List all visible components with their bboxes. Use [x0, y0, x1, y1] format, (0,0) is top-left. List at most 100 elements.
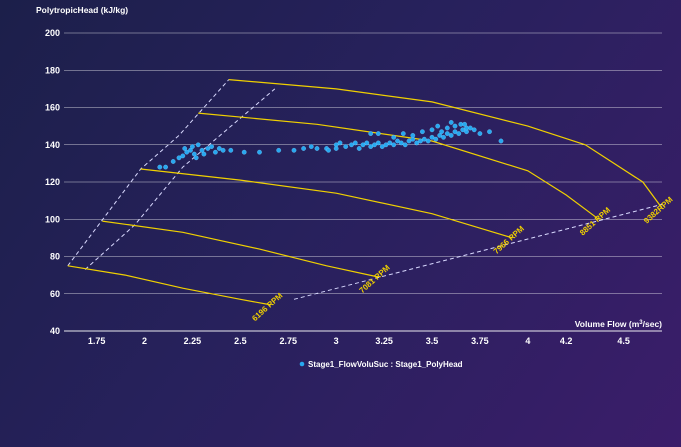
data-point	[406, 138, 412, 144]
data-point	[343, 144, 349, 149]
legend: Stage1_FlowVoluSuc : Stage1_PolyHead	[299, 360, 463, 369]
x-tick-label: 3.5	[426, 336, 439, 346]
data-point	[184, 149, 190, 155]
y-tick-label: 200	[45, 28, 60, 38]
data-point	[368, 131, 374, 136]
y-tick-label: 40	[50, 326, 60, 336]
data-point	[391, 142, 397, 148]
y-tick-label: 60	[50, 289, 60, 299]
data-point	[375, 131, 381, 136]
x-tick-label: 3.75	[471, 336, 489, 346]
speed-line	[198, 112, 600, 220]
data-point	[349, 142, 354, 148]
data-point	[191, 151, 197, 157]
data-point	[425, 138, 431, 144]
data-point	[429, 127, 435, 133]
y-axis-title: PolytropicHead (kJ/kg)	[36, 5, 128, 15]
data-point	[464, 125, 469, 131]
data-point	[448, 133, 454, 138]
legend-label: Stage1_FlowVoluSuc : Stage1_PolyHead	[308, 360, 463, 369]
data-point	[291, 147, 297, 153]
data-point	[441, 134, 446, 140]
data-point	[364, 140, 370, 146]
surge-line	[84, 88, 276, 270]
data-point	[301, 146, 306, 151]
x-tick-label: 1.75	[88, 336, 106, 346]
data-point	[216, 146, 222, 151]
data-point	[314, 146, 320, 151]
data-points	[157, 120, 504, 170]
x-tick-label: 3	[334, 336, 339, 346]
data-point	[452, 123, 458, 129]
data-point	[402, 142, 408, 148]
data-point	[241, 149, 247, 155]
data-point	[448, 120, 454, 125]
data-point	[209, 144, 214, 149]
y-tick-label: 140	[45, 140, 60, 150]
data-point	[433, 136, 439, 142]
x-tick-label: 4.5	[617, 336, 630, 346]
data-point	[190, 144, 195, 149]
data-point	[163, 164, 168, 170]
data-point	[444, 125, 450, 131]
data-point	[368, 144, 374, 149]
data-point	[400, 131, 406, 136]
y-tick-label: 160	[45, 103, 60, 113]
data-point	[387, 140, 393, 146]
y-tick-labels: 40 60 80 100 120 140 160 180 200	[45, 28, 60, 336]
x-axis-title: Volume Flow (m3/sec)	[575, 319, 662, 329]
data-point	[375, 140, 381, 146]
data-point	[199, 147, 205, 153]
data-point	[176, 155, 182, 161]
data-point	[456, 131, 462, 136]
data-point	[418, 138, 423, 144]
x-tick-label: 4	[525, 336, 530, 346]
data-point	[157, 164, 163, 170]
data-point	[205, 146, 211, 151]
y-tick-label: 100	[45, 214, 60, 224]
data-point	[193, 155, 199, 161]
data-point	[188, 147, 193, 153]
data-point	[395, 138, 400, 144]
speed-line-label: 9382RPM	[642, 195, 675, 226]
data-point	[462, 121, 467, 127]
data-point	[308, 144, 314, 149]
data-point	[444, 131, 450, 136]
speed-line	[140, 168, 513, 239]
data-point	[379, 144, 385, 149]
data-point	[372, 142, 377, 148]
x-tick-label: 2.5	[234, 336, 247, 346]
x-tick-labels: 1.75 2 2.25 2.5 2.75 3 3.25 3.5 3.75 4 4.2 4.5	[88, 336, 630, 346]
data-point	[487, 129, 492, 135]
x-tick-label: 2.25	[184, 336, 202, 346]
x-tick-label: 4.2	[560, 336, 573, 346]
data-point	[337, 140, 343, 146]
speed-line	[228, 79, 663, 209]
data-point	[391, 134, 397, 140]
data-point	[414, 140, 420, 146]
data-point	[356, 146, 362, 151]
data-point	[352, 140, 358, 146]
x-tick-label: 3.25	[375, 336, 393, 346]
data-point	[333, 142, 339, 148]
data-point	[498, 138, 504, 144]
data-point	[180, 153, 186, 159]
data-point	[435, 123, 441, 129]
y-tick-label: 180	[45, 65, 60, 75]
data-point	[170, 159, 176, 164]
data-point	[383, 142, 389, 148]
data-point	[213, 149, 218, 155]
y-tick-label: 120	[45, 177, 60, 187]
data-point	[228, 147, 234, 153]
data-point	[477, 131, 483, 136]
data-point	[195, 142, 201, 148]
data-point	[439, 129, 444, 135]
data-point	[429, 134, 435, 140]
data-point	[257, 149, 262, 155]
data-point	[437, 133, 443, 138]
data-point	[420, 129, 425, 135]
data-point	[452, 129, 458, 135]
y-tick-label: 80	[50, 252, 60, 262]
data-point	[276, 147, 282, 153]
